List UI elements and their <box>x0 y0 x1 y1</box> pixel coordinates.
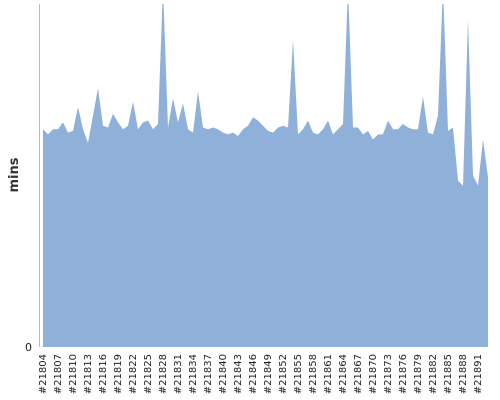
y-axis-label: mins <box>7 157 22 192</box>
x-tick-label: #21873 <box>383 354 394 394</box>
x-tick-label: #21885 <box>443 354 454 394</box>
x-tick-label: #21882 <box>428 354 439 394</box>
x-tick-label: #21861 <box>323 354 334 394</box>
x-tick-label: #21849 <box>263 354 274 394</box>
x-tick-label: #21870 <box>368 354 379 394</box>
x-tick-label: #21864 <box>338 354 349 394</box>
x-tick-label: #21837 <box>203 354 214 394</box>
x-tick-label: #21813 <box>83 354 94 394</box>
x-tick-label: #21843 <box>233 354 244 394</box>
x-tick-label: #21852 <box>278 354 289 394</box>
y-tick-label: 0 <box>25 341 32 354</box>
x-tick-label: #21879 <box>413 354 424 394</box>
x-tick-label: #21819 <box>113 354 124 394</box>
x-tick-label: #21834 <box>188 354 199 394</box>
x-tick-label: #21804 <box>38 354 49 394</box>
area <box>43 4 488 347</box>
x-tick-label: #21891 <box>473 354 484 394</box>
x-tick-label: #21867 <box>353 354 364 394</box>
x-tick-label: #21831 <box>173 354 184 394</box>
x-tick-label: #21876 <box>398 354 409 394</box>
x-tick-label: #21828 <box>158 354 169 394</box>
x-tick-label: #21888 <box>458 354 469 394</box>
x-tick-label: #21822 <box>128 354 139 394</box>
x-tick-label: #21816 <box>98 354 109 394</box>
x-tick-label: #21858 <box>308 354 319 394</box>
x-tick-label: #21846 <box>248 354 259 394</box>
x-tick-label: #21807 <box>53 354 64 394</box>
x-tick-label: #21840 <box>218 354 229 394</box>
x-tick-label: #21810 <box>68 354 79 394</box>
x-tick-label: #21855 <box>293 354 304 394</box>
x-tick-label: #21825 <box>143 354 154 394</box>
